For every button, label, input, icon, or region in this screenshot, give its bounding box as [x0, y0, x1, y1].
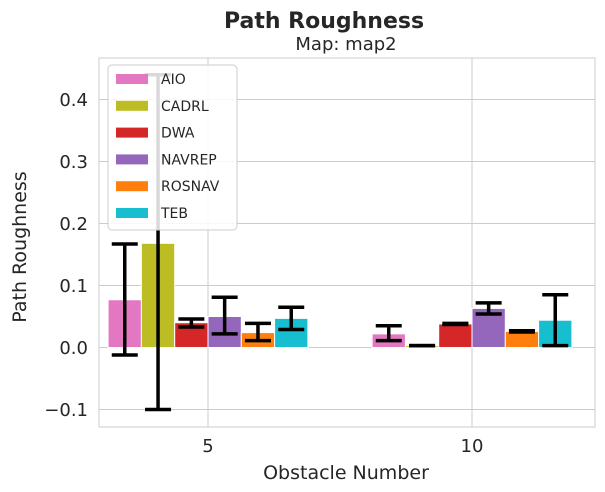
- bar-rosnav-10: [504, 330, 540, 349]
- chart-subtitle: Map: map2: [295, 34, 396, 55]
- error-bar-teb-5: [278, 305, 305, 332]
- legend-swatch-dwa: [116, 127, 148, 138]
- legend-label-teb: TEB: [160, 206, 188, 222]
- error-bar-dwa-10: [442, 321, 469, 327]
- legend-label-rosnav: ROSNAV: [161, 179, 220, 195]
- y-axis-label: Path Roughness: [9, 171, 31, 322]
- error-bar-teb-10: [542, 293, 569, 348]
- bars: [107, 242, 573, 349]
- legend-label-dwa: DWA: [161, 126, 195, 142]
- legend-label-navrep: NAVREP: [161, 152, 217, 168]
- legend-swatch-teb: [116, 208, 148, 218]
- y-tick-label: 0.2: [59, 214, 88, 235]
- x-tick-label: 5: [202, 436, 213, 457]
- y-tick-label: −0.1: [44, 400, 88, 421]
- legend-swatch-cadrl: [116, 100, 148, 111]
- error-bar-navrep-10: [475, 301, 502, 316]
- plot-frame: [98, 57, 596, 428]
- y-ticks: −0.1 0.0 0.1 0.2 0.3 0.4: [44, 90, 88, 421]
- error-bar-navrep-5: [211, 295, 238, 336]
- legend-swatch-navrep: [116, 154, 148, 165]
- legend: AIO CADRL DWA NAVREP ROSNAV TEB: [107, 64, 238, 231]
- legend-label-aio: AIO: [161, 72, 186, 88]
- error-bar-aio-5: [111, 242, 138, 357]
- error-bar-rosnav-5: [244, 321, 271, 343]
- y-tick-label: 0.1: [59, 276, 88, 297]
- y-tick-label: 0.3: [59, 152, 88, 173]
- error-bar-aio-10: [375, 324, 402, 343]
- chart-title: Path Roughness: [224, 9, 424, 34]
- error-bar-rosnav-10: [508, 329, 535, 334]
- error-bar-dwa-5: [178, 317, 205, 329]
- legend-label-cadrl: CADRL: [161, 99, 209, 115]
- legend-swatch-rosnav: [116, 181, 148, 192]
- y-tick-label: 0.0: [59, 338, 88, 359]
- legend-swatch-aio: [116, 74, 148, 84]
- x-tick-label: 10: [461, 436, 484, 457]
- bar-dwa-10: [438, 323, 473, 349]
- y-tick-label: 0.4: [59, 90, 88, 111]
- x-ticks: 5 10: [202, 436, 483, 457]
- x-axis-label: Obstacle Number: [263, 462, 429, 484]
